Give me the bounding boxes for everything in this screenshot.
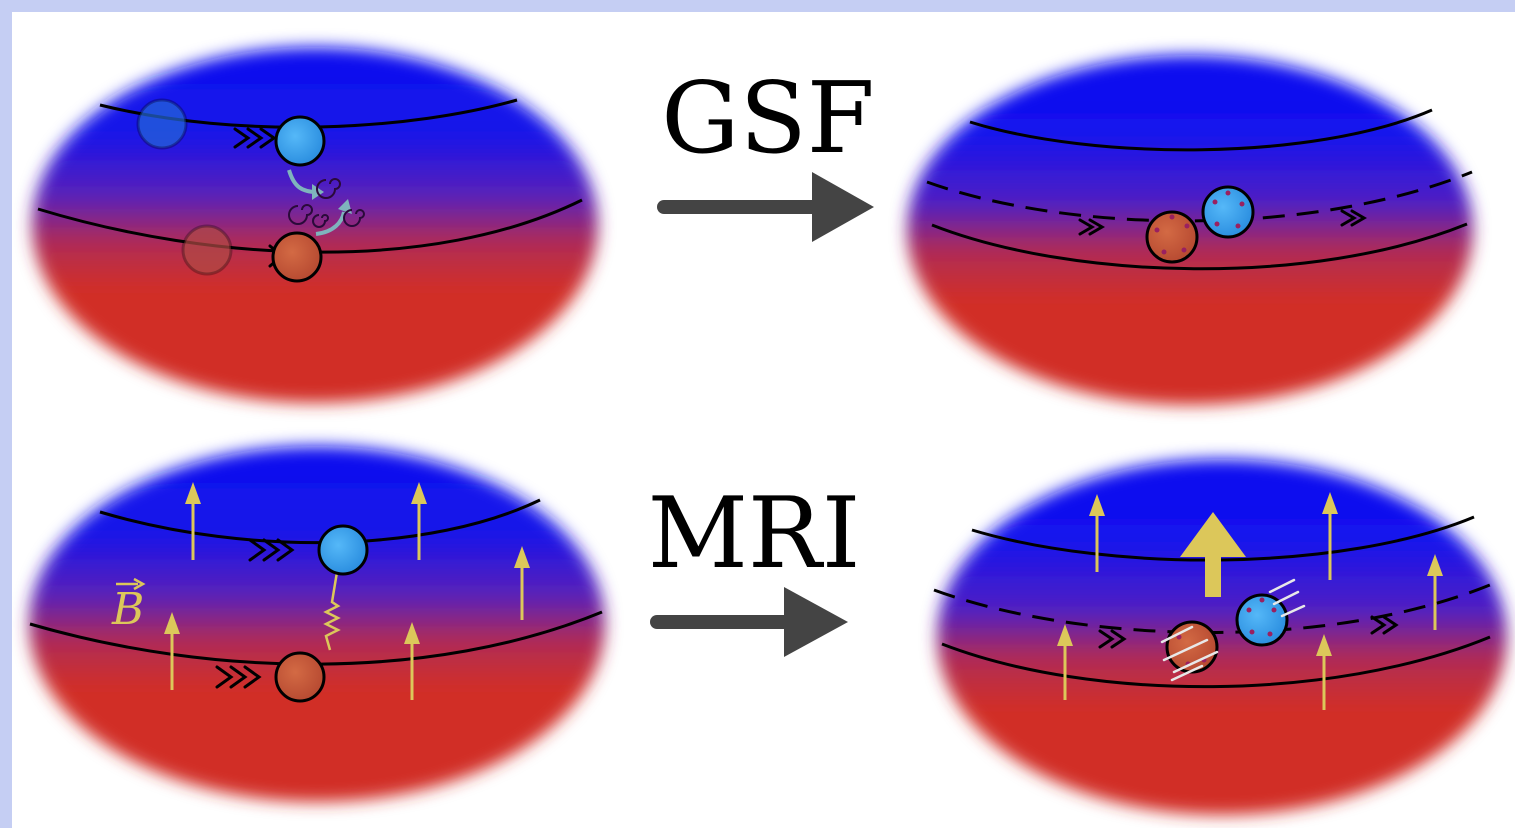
- mixing-dots: [1176, 597, 1277, 667]
- flow-chevrons-icon: [215, 538, 295, 689]
- parcel-ghost: [136, 98, 188, 150]
- star-bottom-left: B: [29, 446, 605, 802]
- figure-canvas: GSF: [12, 12, 1515, 828]
- parcel-cool-mixed: [1235, 593, 1289, 647]
- process-label-mri: MRI: [648, 477, 861, 591]
- contour-line: [969, 108, 1433, 152]
- star-top-left: [32, 47, 598, 403]
- mixing-dots: [1154, 190, 1245, 255]
- right-arrow-icon: [657, 172, 874, 242]
- amplified-field-arrow-icon: [1180, 512, 1246, 597]
- contour-line: [971, 515, 1475, 562]
- magnetic-field-label: B: [111, 577, 146, 635]
- process-label-gsf: GSF: [661, 62, 874, 176]
- up-arrow-icon: [164, 482, 530, 700]
- parcel-cool: [274, 115, 326, 167]
- right-arrow-icon: [650, 587, 848, 657]
- contour-line: [941, 635, 1491, 689]
- svg-text:B: B: [111, 584, 144, 635]
- up-arrow-icon: [1057, 492, 1443, 710]
- parcel-ghost: [181, 224, 233, 276]
- star-top-right: [907, 55, 1473, 405]
- contour-line: [931, 222, 1468, 271]
- swirl-icon: [288, 178, 365, 228]
- flow-chevrons-icon: [1098, 615, 1399, 649]
- parcel-cool: [317, 524, 369, 576]
- parcel-hot: [274, 651, 326, 703]
- flow-chevrons-icon: [233, 127, 277, 149]
- parcel-hot: [271, 231, 323, 283]
- flow-chevrons-icon: [1078, 209, 1367, 236]
- motion-streaks: [1160, 578, 1306, 682]
- mixed-contour-line: [926, 170, 1473, 223]
- spring-icon: [323, 571, 341, 651]
- star-bottom-right: [933, 459, 1507, 815]
